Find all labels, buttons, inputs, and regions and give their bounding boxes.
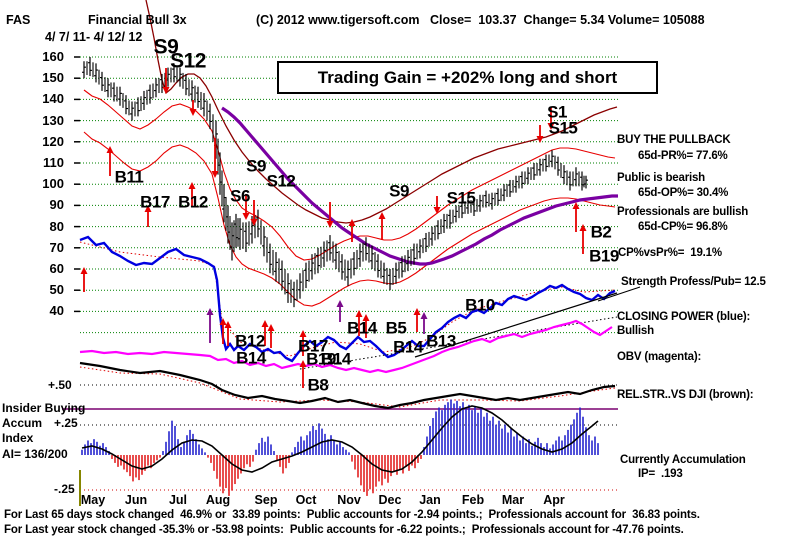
copyright-text: (C) 2012 www.tigersoft.com xyxy=(256,13,420,27)
right-panel-text: Professionals are bullish xyxy=(617,206,749,218)
signal-label: B14 xyxy=(347,318,377,338)
signal-label: S6 xyxy=(230,186,250,206)
signal-label: B17 xyxy=(140,192,170,212)
signal-label: S1 xyxy=(547,102,567,122)
security-name: Financial Bull 3x xyxy=(88,13,187,27)
month-label: Jan xyxy=(419,493,441,507)
signal-label: B19 xyxy=(306,349,336,369)
price-axis-label: 130 xyxy=(42,112,64,128)
price-axis-label: 140 xyxy=(42,91,64,107)
signal-label: B10 xyxy=(465,295,495,315)
month-label: Dec xyxy=(378,493,402,507)
signal-label: S9 xyxy=(389,181,409,201)
subpanel-label: +.25 xyxy=(54,416,78,430)
signal-label: B14 xyxy=(236,348,266,368)
subpanel-label: Index xyxy=(2,431,34,445)
signal-label: B11 xyxy=(114,167,144,187)
signal-label: B2 xyxy=(590,222,612,242)
month-label: Mar xyxy=(501,493,525,507)
right-panel-text: CLOSING POWER (blue): xyxy=(617,311,751,323)
signal-label: B17 xyxy=(298,336,328,356)
right-panel-text: 65d-PR%= 77.6% xyxy=(638,150,728,162)
signal-label: S9 xyxy=(246,156,266,176)
month-label: Nov xyxy=(337,493,361,507)
right-panel-text: IP= .193 xyxy=(638,468,683,480)
signal-label: S15 xyxy=(446,188,476,208)
price-axis-label: 150 xyxy=(42,70,64,86)
quote-stats: Close= 103.37 Change= 5.34 Volume= 10508… xyxy=(430,13,705,27)
signal-label: B5 xyxy=(385,318,407,338)
right-panel-text: BUY THE PULLBACK xyxy=(617,134,731,146)
signal-label: B14 xyxy=(393,337,423,357)
month-label: Sep xyxy=(254,493,278,507)
subpanel-label: Insider Buying xyxy=(2,401,86,415)
signal-label: B13 xyxy=(426,331,456,351)
signal-label: S12 xyxy=(170,49,206,73)
price-axis-label: 40 xyxy=(49,303,64,319)
price-axis-label: 100 xyxy=(42,176,64,192)
right-panel-text: 65d-OP%= 30.4% xyxy=(638,187,729,199)
month-label: Feb xyxy=(461,493,485,507)
month-label: Aug xyxy=(205,493,231,507)
price-axis-label: 50 xyxy=(49,282,64,298)
right-panel-text: Currently Accumulation xyxy=(620,454,746,466)
right-panel-text: OBV (magenta): xyxy=(617,351,702,363)
signal-label: B12 xyxy=(235,331,265,351)
trading-gain-text: Trading Gain = +202% long and short xyxy=(317,67,618,87)
month-label: Apr xyxy=(543,493,565,507)
subpanel-label: Accum xyxy=(2,416,43,430)
right-panel-text: Public is bearish xyxy=(617,172,705,184)
month-label: Jul xyxy=(168,493,188,507)
signal-label: B14 xyxy=(321,349,351,369)
signal-label: B8 xyxy=(307,375,329,395)
right-panel-text: Bullish xyxy=(617,325,654,337)
signal-label: S9 xyxy=(153,35,179,59)
month-label: May xyxy=(80,493,106,507)
right-panel-text: 65d-CP%= 96.8% xyxy=(638,221,728,233)
price-axis-label: 110 xyxy=(43,155,64,170)
signal-label: S12 xyxy=(266,171,296,191)
right-panel-text: Strength Profess/Pub= 12.5 xyxy=(621,276,766,288)
month-label: Oct xyxy=(295,493,317,507)
subpanel-label: -.25 xyxy=(54,482,75,496)
signal-label: B12 xyxy=(178,192,208,212)
price-axis-label: 60 xyxy=(49,261,64,276)
price-axis-label: 80 xyxy=(49,218,64,234)
subpanel-label: AI= 136/200 xyxy=(2,447,68,461)
price-axis-label: 90 xyxy=(49,197,64,213)
ticker-symbol: FAS xyxy=(6,13,31,27)
signal-label: B19 xyxy=(589,246,619,266)
price-axis-label: 120 xyxy=(42,133,64,149)
right-panel-text: CP%vsPr%= 19.1% xyxy=(618,247,722,259)
summary-line-65d: For Last 65 days stock changed 46.9% or … xyxy=(4,509,700,521)
month-label: Jun xyxy=(124,493,148,507)
signal-label: S15 xyxy=(548,118,578,138)
summary-line-year: For Last year stock changed -35.3% or -5… xyxy=(4,524,684,536)
right-panel-text: REL.STR..VS DJI (brown): xyxy=(617,389,754,401)
date-range: 4/ 7/ 11- 4/ 12/ 12 xyxy=(45,30,143,44)
price-axis-label: 70 xyxy=(49,239,64,255)
subpanel-label: +.50 xyxy=(48,378,72,392)
trading-gain-box: Trading Gain = +202% long and short xyxy=(277,61,658,94)
price-axis-label: 160 xyxy=(42,49,64,64)
